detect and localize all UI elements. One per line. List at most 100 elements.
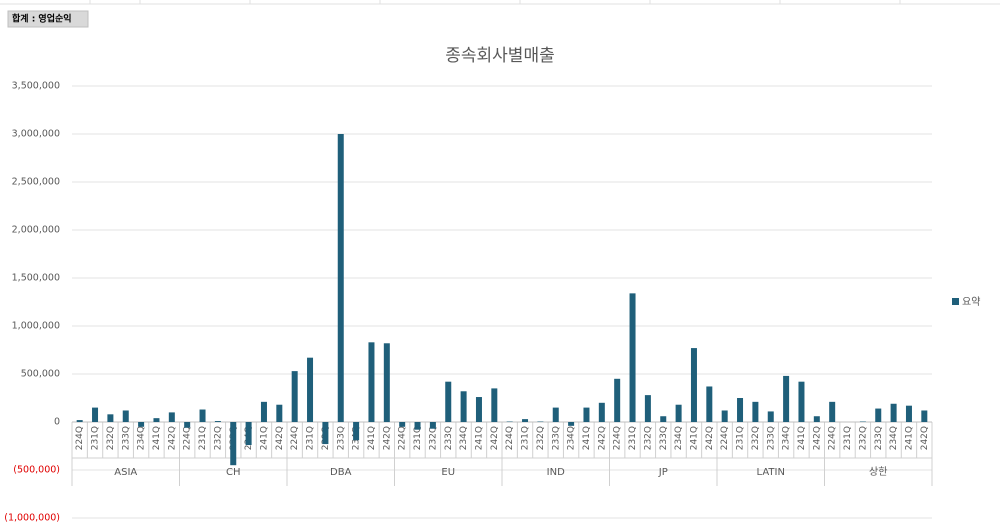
pivot-field-button[interactable] [7,10,89,28]
x-tick-label: 234Q [889,426,899,450]
x-tick-label: 241Q [474,426,484,450]
x-tick-label: 232Q [643,426,653,450]
sheet-grid [0,0,1000,5]
bar [675,404,682,422]
x-tick-label: 241Q [689,426,699,450]
bar [552,407,559,422]
bar [660,416,667,422]
bar [475,397,482,422]
bar [307,357,314,422]
y-tick-label: 500,000 [21,369,60,380]
group-label: JP [658,467,668,478]
bar [92,407,99,422]
x-tick-label: 242Q [275,426,285,450]
bar [260,401,267,422]
x-tick-label: 234Q [782,426,792,450]
x-tick-label: 233Q [766,426,776,450]
x-tick-label: 241Q [797,426,807,450]
x-tick-label: 232Q [428,426,438,450]
bar [445,381,452,422]
bar [291,371,298,422]
bar [522,419,529,422]
bar [353,422,360,441]
bar [491,388,498,422]
y-tick-label: 2,000,000 [12,225,60,236]
bar [199,409,206,422]
bar [644,395,651,422]
bar [276,404,283,422]
x-tick-label: 224Q [183,426,193,450]
bar [721,410,728,422]
x-tick-label: 233Q [336,426,346,450]
x-tick-label: 234Q [459,426,469,450]
x-tick-label: 234Q [567,426,577,450]
x-tick-label: 241Q [904,426,914,450]
legend-label: 요약 [962,296,980,308]
x-tick-label: 224Q [398,426,408,450]
bar [245,422,252,446]
x-tick-label: 232Q [536,426,546,450]
bar [414,422,421,430]
x-tick-label: 234Q [674,426,684,450]
x-tick-label: 242Q [167,426,177,450]
x-tick-label: 242Q [597,426,607,450]
bar [138,422,145,427]
x-tick-label: 233Q [874,426,884,450]
x-tick-label: 231Q [843,426,853,450]
bar [813,416,820,422]
bar [706,386,713,422]
y-tick-label: 3,000,000 [12,129,60,140]
x-tick-label: 232Q [751,426,761,450]
bar [629,293,636,422]
x-tick-label: 233Q [121,426,131,450]
x-tick-label: 231Q [736,426,746,450]
x-tick-label: 242Q [490,426,500,450]
x-tick-label: 233Q [444,426,454,450]
group-label: IND [547,467,565,478]
group-label: LATIN [757,467,785,478]
x-tick-label: 241Q [259,426,269,450]
bar [460,391,467,422]
group-label: ASIA [114,467,137,478]
bar [829,401,836,422]
bar [184,422,191,428]
bar [690,348,697,422]
bar [890,403,897,422]
x-tick-label: 234Q [137,426,147,450]
legend-swatch [952,298,959,305]
x-tick-label: 224Q [828,426,838,450]
bar [905,405,912,422]
y-tick-label: 3,500,000 [12,81,60,92]
bar [598,402,605,422]
bar [399,422,406,427]
y-tick-label: 2,500,000 [12,177,60,188]
group-label: DBA [330,467,352,478]
y-tick-label: 1,000,000 [12,321,60,332]
x-tick-label: 231Q [306,426,316,450]
bar [921,410,928,422]
y-tick-label: (500,000) [13,465,60,476]
x-tick-label: 241Q [582,426,592,450]
x-tick-label: 232Q [106,426,116,450]
pivot-field-label: 합계 : 영업순익 [12,13,72,25]
x-tick-label: 241Q [152,426,162,450]
bar [429,422,436,429]
bar [368,342,375,422]
x-tick-label: 231Q [521,426,531,450]
x-tick-label: 224Q [290,426,300,450]
bar [583,407,590,422]
x-tick-label: 242Q [812,426,822,450]
group-label: 상한 [869,466,887,478]
x-tick-label: 232Q [858,426,868,450]
bar [783,375,790,422]
y-tick-label: 0 [54,417,60,428]
bar [875,408,882,422]
x-tick-label: 233Q [551,426,561,450]
bar [153,418,160,422]
x-tick-label: 231Q [91,426,101,450]
x-tick-label: 231Q [628,426,638,450]
group-label: CH [226,467,241,478]
x-tick-label: 231Q [198,426,208,450]
bar [76,420,83,422]
